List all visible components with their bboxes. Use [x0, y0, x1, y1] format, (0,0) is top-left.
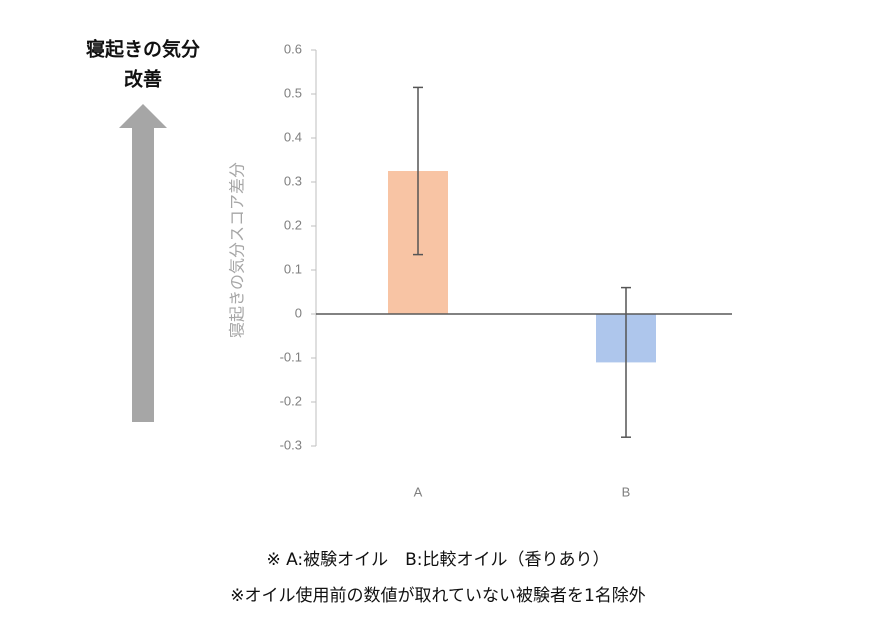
y-tick-label: 0.1: [284, 261, 302, 276]
y-tick-label: 0.6: [284, 41, 302, 56]
y-axis-label: 寝起きの気分スコア差分: [228, 162, 247, 338]
y-tick-label: 0.5: [284, 85, 302, 100]
y-tick-label: -0.1: [280, 349, 302, 364]
note: ※ A:被験オイル B:比較オイル（香りあり）: [266, 550, 609, 570]
y-tick-label: 0.2: [284, 217, 302, 232]
y-tick-label: -0.3: [280, 437, 302, 452]
x-tick-label: B: [622, 484, 631, 499]
annotation: 改善: [124, 68, 162, 91]
y-tick-label: 0: [295, 305, 302, 320]
note: ※オイル使用前の数値が取れていない被験者を1名除外: [230, 585, 646, 606]
annotation: 寝起きの気分: [86, 38, 200, 61]
y-tick-label: 0.3: [284, 173, 302, 188]
x-tick-label: A: [414, 484, 423, 499]
y-tick-label: -0.2: [280, 393, 302, 408]
arrow: [119, 104, 167, 422]
y-tick-label: 0.4: [284, 129, 302, 144]
